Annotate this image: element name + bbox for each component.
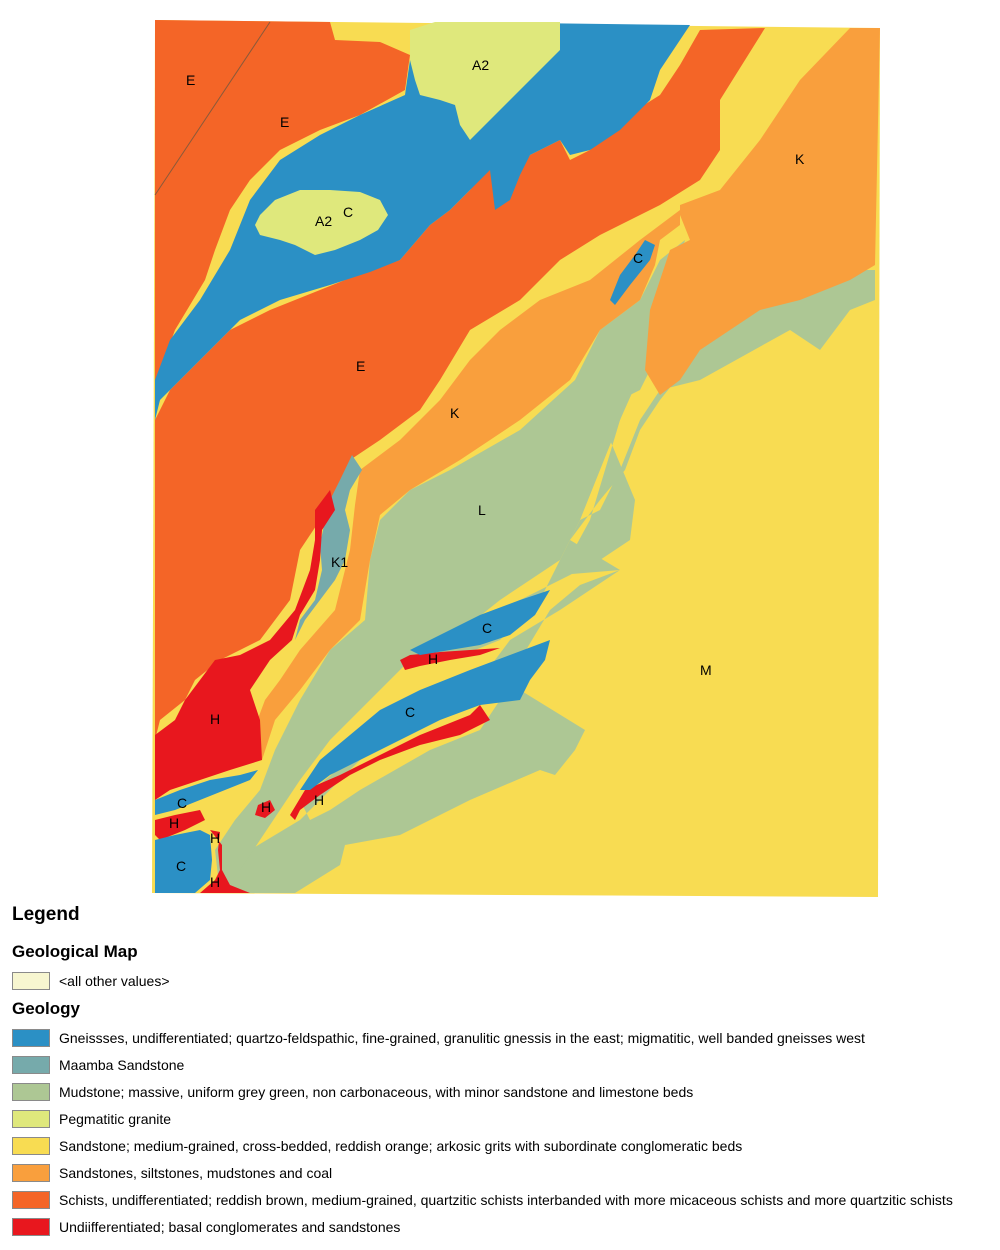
sandstone-k-belt-west (250, 210, 680, 760)
map-label-h: H (210, 874, 220, 890)
legend-row-other: <all other values> (12, 967, 997, 994)
legend-row: Sandstones, siltstones, mudstones and co… (12, 1159, 997, 1186)
map-label-h: H (428, 651, 438, 667)
map-label-c: C (482, 620, 492, 636)
map-label-k: K (450, 405, 460, 421)
legend-row: Mudstone; massive, uniform grey green, n… (12, 1078, 997, 1105)
fault-line (154, 21, 271, 196)
mudstone-lower-left (215, 240, 685, 893)
map-label-c: C (343, 204, 353, 220)
map-label-c: C (176, 858, 186, 874)
legend-swatch (12, 971, 50, 990)
map-label-h: H (314, 792, 324, 808)
legend-swatch (12, 1217, 50, 1236)
map-label-m: M (700, 662, 712, 678)
legend-label: Undiifferentiated; basal conglomerates a… (59, 1218, 401, 1235)
map-label-h: H (169, 815, 179, 831)
legend: Legend Geological Map <all other values>… (12, 903, 997, 1240)
gneiss-region-southwest-2 (155, 830, 212, 893)
map-label-h: H (261, 799, 271, 815)
maamba-sandstone-region (295, 455, 362, 640)
legend-row: Gneissses, undifferentiated; quartzo-fel… (12, 1024, 997, 1051)
map-label-h: H (210, 711, 220, 727)
conglomerate-region-south (290, 705, 490, 820)
legend-row: Maamba Sandstone (12, 1051, 997, 1078)
legend-items: Gneissses, undifferentiated; quartzo-fel… (12, 1024, 997, 1240)
legend-label: Sandstone; medium-grained, cross-bedded,… (59, 1137, 743, 1154)
mudstone-region (220, 240, 875, 893)
map-label-c: C (633, 250, 643, 266)
legend-swatch (12, 1109, 50, 1128)
map-label-e: E (186, 72, 195, 88)
map-label-a2: A2 (472, 57, 489, 73)
map-label-c: C (405, 704, 415, 720)
legend-label: Maamba Sandstone (59, 1056, 185, 1073)
legend-swatch (12, 1055, 50, 1074)
legend-label: Mudstone; massive, uniform grey green, n… (59, 1083, 694, 1100)
legend-swatch (12, 1082, 50, 1101)
legend-swatch (12, 1163, 50, 1182)
pegmatite-region-north (410, 22, 560, 140)
map-label-e: E (356, 358, 365, 374)
gneiss-region-south (300, 640, 550, 790)
legend-row: Sandstone; medium-grained, cross-bedded,… (12, 1132, 997, 1159)
map-label-k1: K1 (331, 554, 348, 570)
pegmatite-region-island (255, 190, 388, 255)
map-label-l: L (478, 502, 486, 518)
legend-label: Sandstones, siltstones, mudstones and co… (59, 1164, 333, 1181)
map-label-h: H (210, 830, 220, 846)
legend-swatch (12, 1028, 50, 1047)
legend-map-title: Geological Map (12, 942, 138, 961)
legend-title: Legend (12, 904, 80, 925)
conglomerate-region-small-1 (255, 800, 275, 818)
legend-label: Gneissses, undifferentiated; quartzo-fel… (59, 1029, 865, 1046)
map-label-a2: A2 (315, 213, 332, 229)
conglomerate-region-small-2 (155, 810, 205, 840)
gneiss-region-north (155, 22, 690, 420)
gneiss-region-mid (410, 590, 550, 655)
legend-row: Schists, undifferentiated; reddish brown… (12, 1186, 997, 1213)
legend-swatch (12, 1136, 50, 1155)
map-label-k: K (795, 151, 805, 167)
legend-label: <all other values> (59, 972, 170, 989)
geological-map: E E A2 A2 C K C E K L K1 C H M H C C H H… (152, 20, 880, 897)
map-label-e: E (280, 114, 289, 130)
map-label-c: C (177, 795, 187, 811)
schist-region-north (155, 20, 410, 420)
gneiss-region-southwest-1 (155, 770, 258, 815)
legend-swatch (12, 1190, 50, 1209)
conglomerate-region-west (155, 490, 335, 800)
conglomerate-region-small-3 (200, 830, 250, 893)
legend-label: Pegmatitic granite (59, 1110, 172, 1127)
legend-row: Undiifferentiated; basal conglomerates a… (12, 1213, 997, 1240)
sandstone-k-belt (645, 28, 880, 395)
gneiss-region-small-north (610, 240, 655, 305)
legend-label: Schists, undifferentiated; reddish brown… (59, 1191, 953, 1208)
legend-geology-title: Geology (12, 999, 81, 1018)
legend-row: Pegmatitic granite (12, 1105, 997, 1132)
schist-region-central (155, 28, 765, 740)
